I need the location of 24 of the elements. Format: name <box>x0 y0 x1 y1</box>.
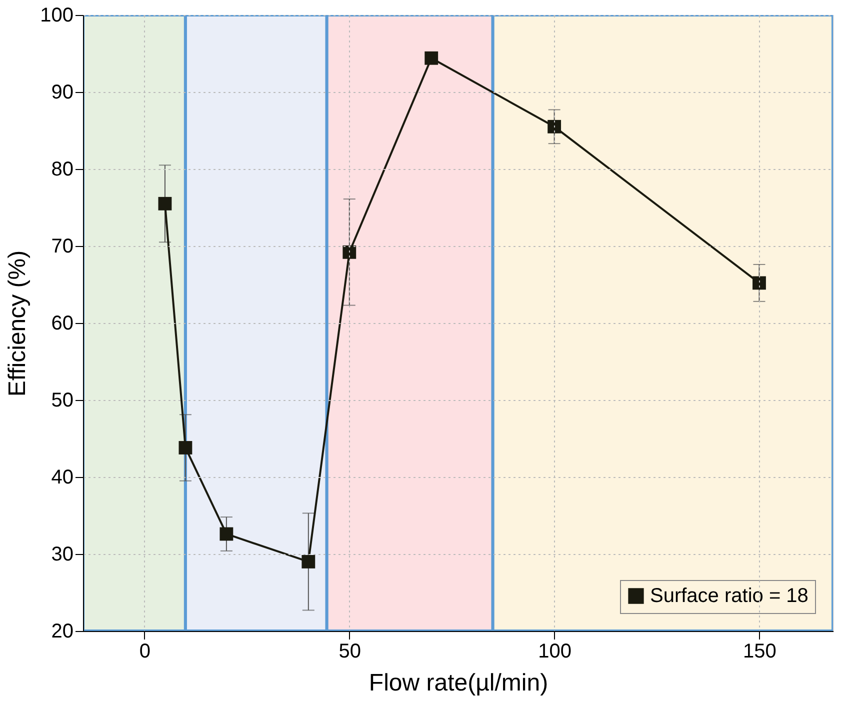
legend-label: Surface ratio = 18 <box>650 585 808 607</box>
point <box>158 196 172 210</box>
x-tick-label: 0 <box>139 640 151 662</box>
y-tick-label: 40 <box>51 466 74 488</box>
x-axis-title: Flow rate(µl/min) <box>368 670 548 696</box>
y-tick-label: 50 <box>51 390 74 412</box>
y-tick-label: 30 <box>51 544 74 566</box>
point <box>548 120 562 134</box>
y-tick-label: 20 <box>51 620 74 642</box>
x-tick-label: 150 <box>743 640 776 662</box>
point <box>342 245 356 259</box>
x-tick-label: 100 <box>538 640 572 662</box>
point <box>752 276 766 290</box>
y-axis-title: Efficiency (%) <box>4 250 32 397</box>
y-tick-label: 100 <box>40 4 74 26</box>
x-tick-label: 50 <box>338 640 362 662</box>
point <box>178 441 192 454</box>
point <box>302 554 316 568</box>
y-tick-label: 60 <box>51 312 74 334</box>
y-tick-label: 70 <box>51 236 74 258</box>
point <box>424 51 438 65</box>
y-tick-label: 80 <box>51 158 74 180</box>
point <box>220 527 234 541</box>
y-tick-label: 90 <box>51 82 74 104</box>
